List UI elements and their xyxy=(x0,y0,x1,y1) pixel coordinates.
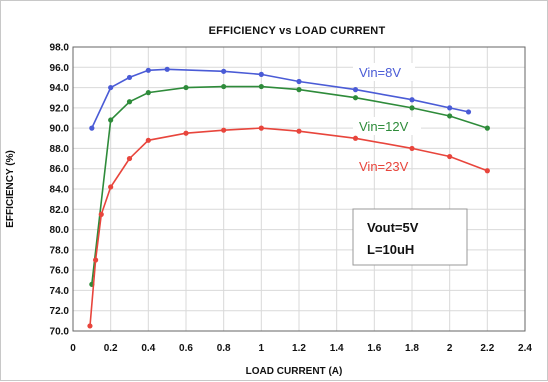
x-tick-label: 1.2 xyxy=(292,343,306,354)
annotation-inductance: L=10uH xyxy=(367,242,414,257)
data-point xyxy=(447,153,453,160)
data-point xyxy=(352,135,359,141)
x-tick-label: 1 xyxy=(259,343,265,354)
y-tick-label: 76.0 xyxy=(50,266,70,277)
data-point xyxy=(87,323,93,329)
data-point xyxy=(258,125,264,131)
data-point xyxy=(221,83,227,90)
series-0 xyxy=(89,66,472,131)
x-tick-label: 1.6 xyxy=(367,343,381,354)
annotation-vout: Vout=5V xyxy=(367,220,419,235)
chart-title: EFFICIENCY vs LOAD CURRENT xyxy=(209,25,386,37)
series-labels: Vin=8V Vin=12V Vin=23V xyxy=(353,63,421,174)
data-point xyxy=(145,67,151,73)
x-tick-label: 0.4 xyxy=(141,343,155,354)
data-point xyxy=(221,127,227,133)
x-tick-label: 1.8 xyxy=(405,343,419,354)
series-label-2: Vin=23V xyxy=(359,159,409,174)
data-point xyxy=(145,137,151,143)
x-tick-label: 2 xyxy=(447,343,453,354)
data-point xyxy=(484,168,490,174)
data-point xyxy=(409,145,415,152)
y-tick-label: 80.0 xyxy=(50,225,70,236)
x-axis-label: LOAD CURRENT (A) xyxy=(246,366,343,377)
y-tick-label: 86.0 xyxy=(50,164,70,175)
y-tick-label: 98.0 xyxy=(50,43,70,54)
series-label-1: Vin=12V xyxy=(359,119,409,134)
y-tick-label: 96.0 xyxy=(50,63,70,74)
data-point xyxy=(447,105,453,111)
data-point xyxy=(296,128,302,134)
data-point xyxy=(93,257,99,263)
data-point xyxy=(108,184,114,190)
annotation-border xyxy=(352,208,468,266)
series-1 xyxy=(89,83,490,287)
data-point xyxy=(89,125,95,131)
annotation-box: Vout=5V L=10uH xyxy=(352,208,468,266)
y-tick-label: 78.0 xyxy=(50,245,70,256)
data-point xyxy=(145,90,151,96)
x-axis-ticks: 0 0.2 0.4 0.6 0.8 1 1.2 1.4 1.6 1.8 2 2.2 2.4 xyxy=(70,343,532,354)
x-tick-label: 0.6 xyxy=(179,343,193,354)
data-point xyxy=(296,87,302,93)
data-point xyxy=(352,95,359,101)
data-point xyxy=(221,68,227,74)
series-label-bg xyxy=(353,63,415,81)
y-tick-label: 88.0 xyxy=(50,144,70,155)
data-point xyxy=(108,117,114,123)
data-point xyxy=(183,84,189,91)
y-tick-label: 72.0 xyxy=(50,306,70,317)
data-point xyxy=(352,87,359,93)
data-point xyxy=(258,71,264,77)
y-axis-ticks: 70.0 72.0 74.0 76.0 78.0 80.0 82.0 84.0 86.0 88.0… xyxy=(50,43,70,338)
y-tick-label: 70.0 xyxy=(50,327,70,338)
data-point xyxy=(258,83,264,90)
data-point xyxy=(296,78,302,85)
x-tick-label: 2.2 xyxy=(480,343,494,354)
data-point xyxy=(447,113,453,119)
data-point xyxy=(164,66,170,72)
data-point xyxy=(126,155,133,162)
data-point xyxy=(126,99,133,105)
series-line-0 xyxy=(91,68,469,129)
data-point xyxy=(409,105,415,111)
y-axis-label: EFFICIENCY (%) xyxy=(5,150,16,228)
series-line-1 xyxy=(91,85,488,285)
plot-border xyxy=(72,46,526,332)
y-tick-label: 82.0 xyxy=(50,205,70,216)
x-tick-label: 0 xyxy=(70,343,76,354)
data-point xyxy=(126,74,133,81)
series-2 xyxy=(87,125,490,329)
data-point xyxy=(108,84,114,91)
y-tick-label: 92.0 xyxy=(50,103,70,114)
x-tick-label: 2.4 xyxy=(518,343,532,354)
x-tick-label: 1.4 xyxy=(330,343,344,354)
y-tick-label: 90.0 xyxy=(50,124,70,135)
data-point xyxy=(484,125,490,131)
y-tick-label: 94.0 xyxy=(50,83,70,94)
data-point xyxy=(409,97,415,103)
series-label-bg xyxy=(353,117,421,135)
series-line-2 xyxy=(89,127,488,326)
y-tick-label: 84.0 xyxy=(50,185,70,196)
x-tick-label: 0.8 xyxy=(217,343,231,354)
data-point xyxy=(183,130,189,136)
data-point xyxy=(98,211,104,217)
series-layer xyxy=(87,66,490,329)
series-label-0: Vin=8V xyxy=(359,65,401,80)
x-tick-label: 0.2 xyxy=(104,343,118,354)
data-point xyxy=(465,109,472,115)
y-tick-label: 74.0 xyxy=(50,286,70,297)
